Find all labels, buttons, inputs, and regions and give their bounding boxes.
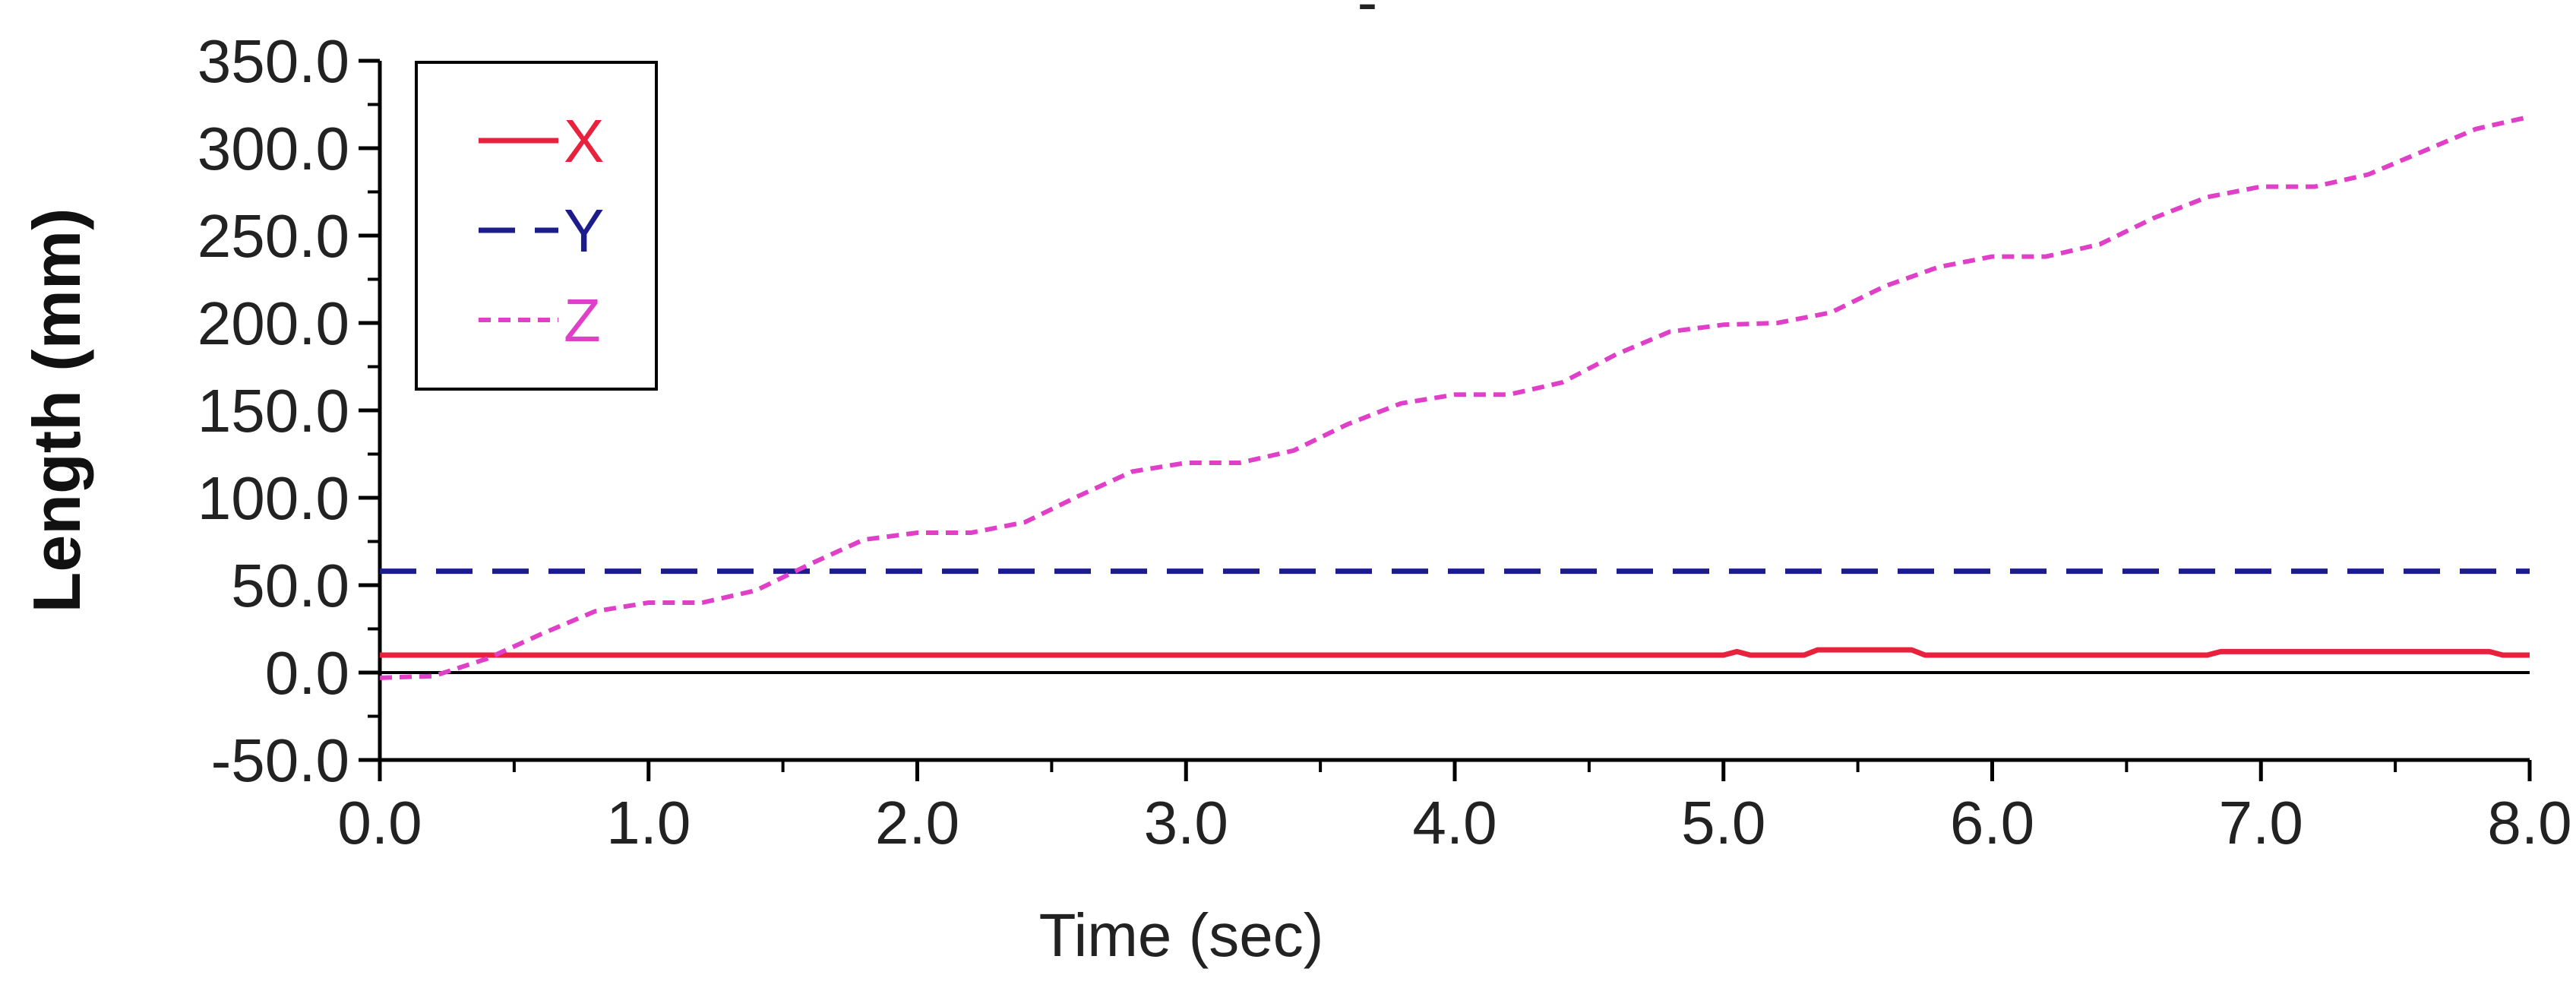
y-tick-label: 300.0 bbox=[198, 115, 349, 182]
x-tick-label: 4.0 bbox=[1412, 789, 1497, 856]
legend-label-y: Y bbox=[564, 197, 604, 264]
legend-label-x: X bbox=[564, 107, 604, 175]
y-tick-label: 350.0 bbox=[198, 27, 349, 95]
x-tick-label: 1.0 bbox=[606, 789, 691, 856]
x-tick-label: 6.0 bbox=[1950, 789, 2034, 856]
x-tick-label: 3.0 bbox=[1144, 789, 1228, 856]
x-axis-title: Time (sec) bbox=[1039, 901, 1324, 969]
series-layer bbox=[379, 114, 2530, 680]
y-tick-label: -50.0 bbox=[211, 727, 349, 794]
series-line-x bbox=[380, 647, 2530, 658]
top-mark: - bbox=[1358, 0, 1378, 36]
x-tick-label: 8.0 bbox=[2487, 789, 2571, 856]
y-tick-label: 200.0 bbox=[198, 290, 349, 357]
y-tick-label: 0.0 bbox=[265, 639, 349, 707]
legend-label-z: Z bbox=[564, 287, 601, 354]
legend: XYZ bbox=[415, 61, 658, 391]
x-tick-label: 7.0 bbox=[2219, 789, 2303, 856]
y-tick-label: 50.0 bbox=[231, 552, 349, 619]
axes-layer: 0.0 1.0 2.0 3.0 4.0 5.0 6.0 7.0 8.0-50.00.050.01… bbox=[19, 27, 2572, 969]
legend-box bbox=[415, 61, 658, 391]
y-tick-label: 150.0 bbox=[198, 377, 349, 445]
x-tick-label: 0.0 bbox=[337, 789, 422, 856]
y-tick-label: 250.0 bbox=[198, 202, 349, 270]
x-tick-label: 2.0 bbox=[875, 789, 959, 856]
series-line-z bbox=[379, 114, 2530, 680]
y-tick-label: 100.0 bbox=[198, 464, 349, 532]
x-tick-label: 5.0 bbox=[1681, 789, 1765, 856]
y-axis-title: Length (mm) bbox=[19, 208, 94, 613]
